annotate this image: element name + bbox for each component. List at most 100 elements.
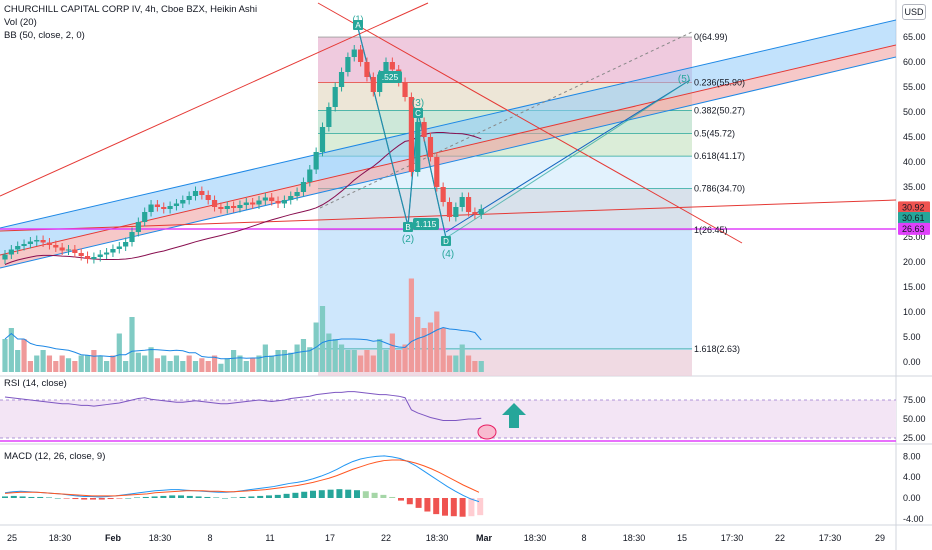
candle [478, 204, 484, 219]
macd-histogram-bar [442, 498, 448, 516]
macd-histogram-bar [125, 498, 132, 499]
macd-histogram-bar [28, 496, 35, 498]
macd-histogram-bar [283, 493, 290, 498]
candle [46, 238, 53, 250]
macd-histogram-bar [142, 496, 149, 498]
macd-histogram-bar [160, 495, 167, 498]
volume-ma-line [4, 326, 482, 360]
candle [161, 202, 167, 214]
candle [27, 237, 33, 249]
svg-text:.525: .525 [382, 72, 399, 82]
pattern-label-c: C [413, 108, 423, 118]
macd-axis-tick: 0.00 [903, 493, 921, 503]
time-axis-tick: 18:30 [623, 533, 646, 543]
macd-histogram-bar [10, 495, 17, 498]
svg-text:B: B [405, 223, 410, 232]
volume-bar [307, 347, 313, 372]
volume-bar [21, 339, 27, 372]
macd-histogram-bar [468, 498, 475, 517]
candle [167, 201, 173, 214]
macd-histogram-bar [151, 496, 158, 498]
time-axis-tick: 17 [325, 533, 335, 543]
candle [59, 243, 65, 255]
candle [72, 245, 78, 258]
macd-histogram-bar [72, 498, 79, 500]
macd-histogram-bar [134, 497, 140, 498]
time-axis-tick: 8 [207, 533, 212, 543]
fib-label: 0(64.99) [694, 32, 728, 42]
rsi-legend: RSI (14, close) [4, 378, 67, 389]
projection-line [445, 79, 691, 233]
fib-label: 0.786(34.70) [694, 184, 745, 194]
macd-histogram-bar [90, 498, 96, 500]
candle [319, 122, 326, 157]
macd-histogram-bar [230, 497, 237, 498]
ratio-label-1: .525 [378, 71, 402, 83]
pattern-label-b: B [403, 222, 413, 232]
volume-bar [46, 355, 53, 372]
currency-button[interactable]: USD [902, 4, 926, 20]
fib-label: 0.618(41.17) [694, 151, 745, 161]
volume-bar [27, 361, 33, 372]
candle [364, 57, 370, 82]
candle [408, 92, 414, 177]
candle [313, 147, 319, 174]
macd-histogram-bar [54, 498, 61, 499]
volume-bar [173, 355, 180, 372]
volume-bar [116, 333, 122, 372]
volume-bar [148, 347, 154, 372]
candle [142, 207, 148, 227]
wave-label-1: (1) [353, 14, 364, 24]
price-axis-tick: 10.00 [903, 307, 926, 317]
macd-histogram-bar [292, 492, 299, 498]
candle [53, 240, 59, 252]
volume-bar [97, 355, 103, 372]
volume-bar [358, 355, 364, 372]
rsi-highlight-circle [477, 424, 497, 440]
candle [332, 82, 338, 112]
channel-upper-band [0, 20, 896, 255]
macd-histogram-bar [354, 490, 360, 498]
time-axis-tick: Feb [105, 533, 122, 543]
volume-bar [427, 322, 434, 372]
volume-bar [319, 306, 326, 372]
svg-text:A: A [355, 21, 361, 30]
channel-mid-line [0, 44, 896, 256]
candle [65, 245, 72, 255]
volume-bar [8, 328, 14, 372]
volume-bar [332, 339, 338, 372]
volume-bar [186, 355, 192, 372]
time-axis-tick: 11 [265, 533, 274, 543]
pattern-label-a: A [353, 20, 363, 30]
macd-histogram-bar [81, 498, 88, 500]
macd-legend: MACD (12, 26, close, 9) [4, 451, 106, 462]
fib-label: 1.618(2.63) [694, 344, 740, 354]
volume-bar [402, 344, 408, 372]
price-axis-tick: 60.00 [903, 57, 926, 67]
time-axis-tick: 18:30 [149, 533, 172, 543]
macd-histogram-bar [257, 495, 264, 498]
volume-bar [40, 350, 46, 372]
candle [186, 191, 192, 205]
volume-bar [250, 358, 256, 372]
svg-text:30.92: 30.92 [902, 202, 925, 212]
macd-histogram-bar [186, 495, 193, 498]
svg-text:26.63: 26.63 [902, 224, 925, 234]
volume-bar [275, 350, 281, 372]
volume-bar [199, 358, 205, 372]
rsi-axis-tick: 75.00 [903, 395, 926, 405]
volume-bar [326, 333, 332, 372]
volume-bar [300, 339, 307, 372]
fib-zone-0 [318, 37, 692, 82]
candle [446, 197, 453, 222]
volume-bar [281, 350, 287, 372]
price-axis-tick: 40.00 [903, 157, 926, 167]
candle [465, 192, 472, 217]
candle [34, 235, 40, 246]
macd-histogram-bar [169, 495, 176, 498]
fib-label: 0.236(55.90) [694, 78, 745, 88]
candle [40, 235, 46, 247]
candle [110, 244, 116, 257]
candle [440, 182, 446, 207]
